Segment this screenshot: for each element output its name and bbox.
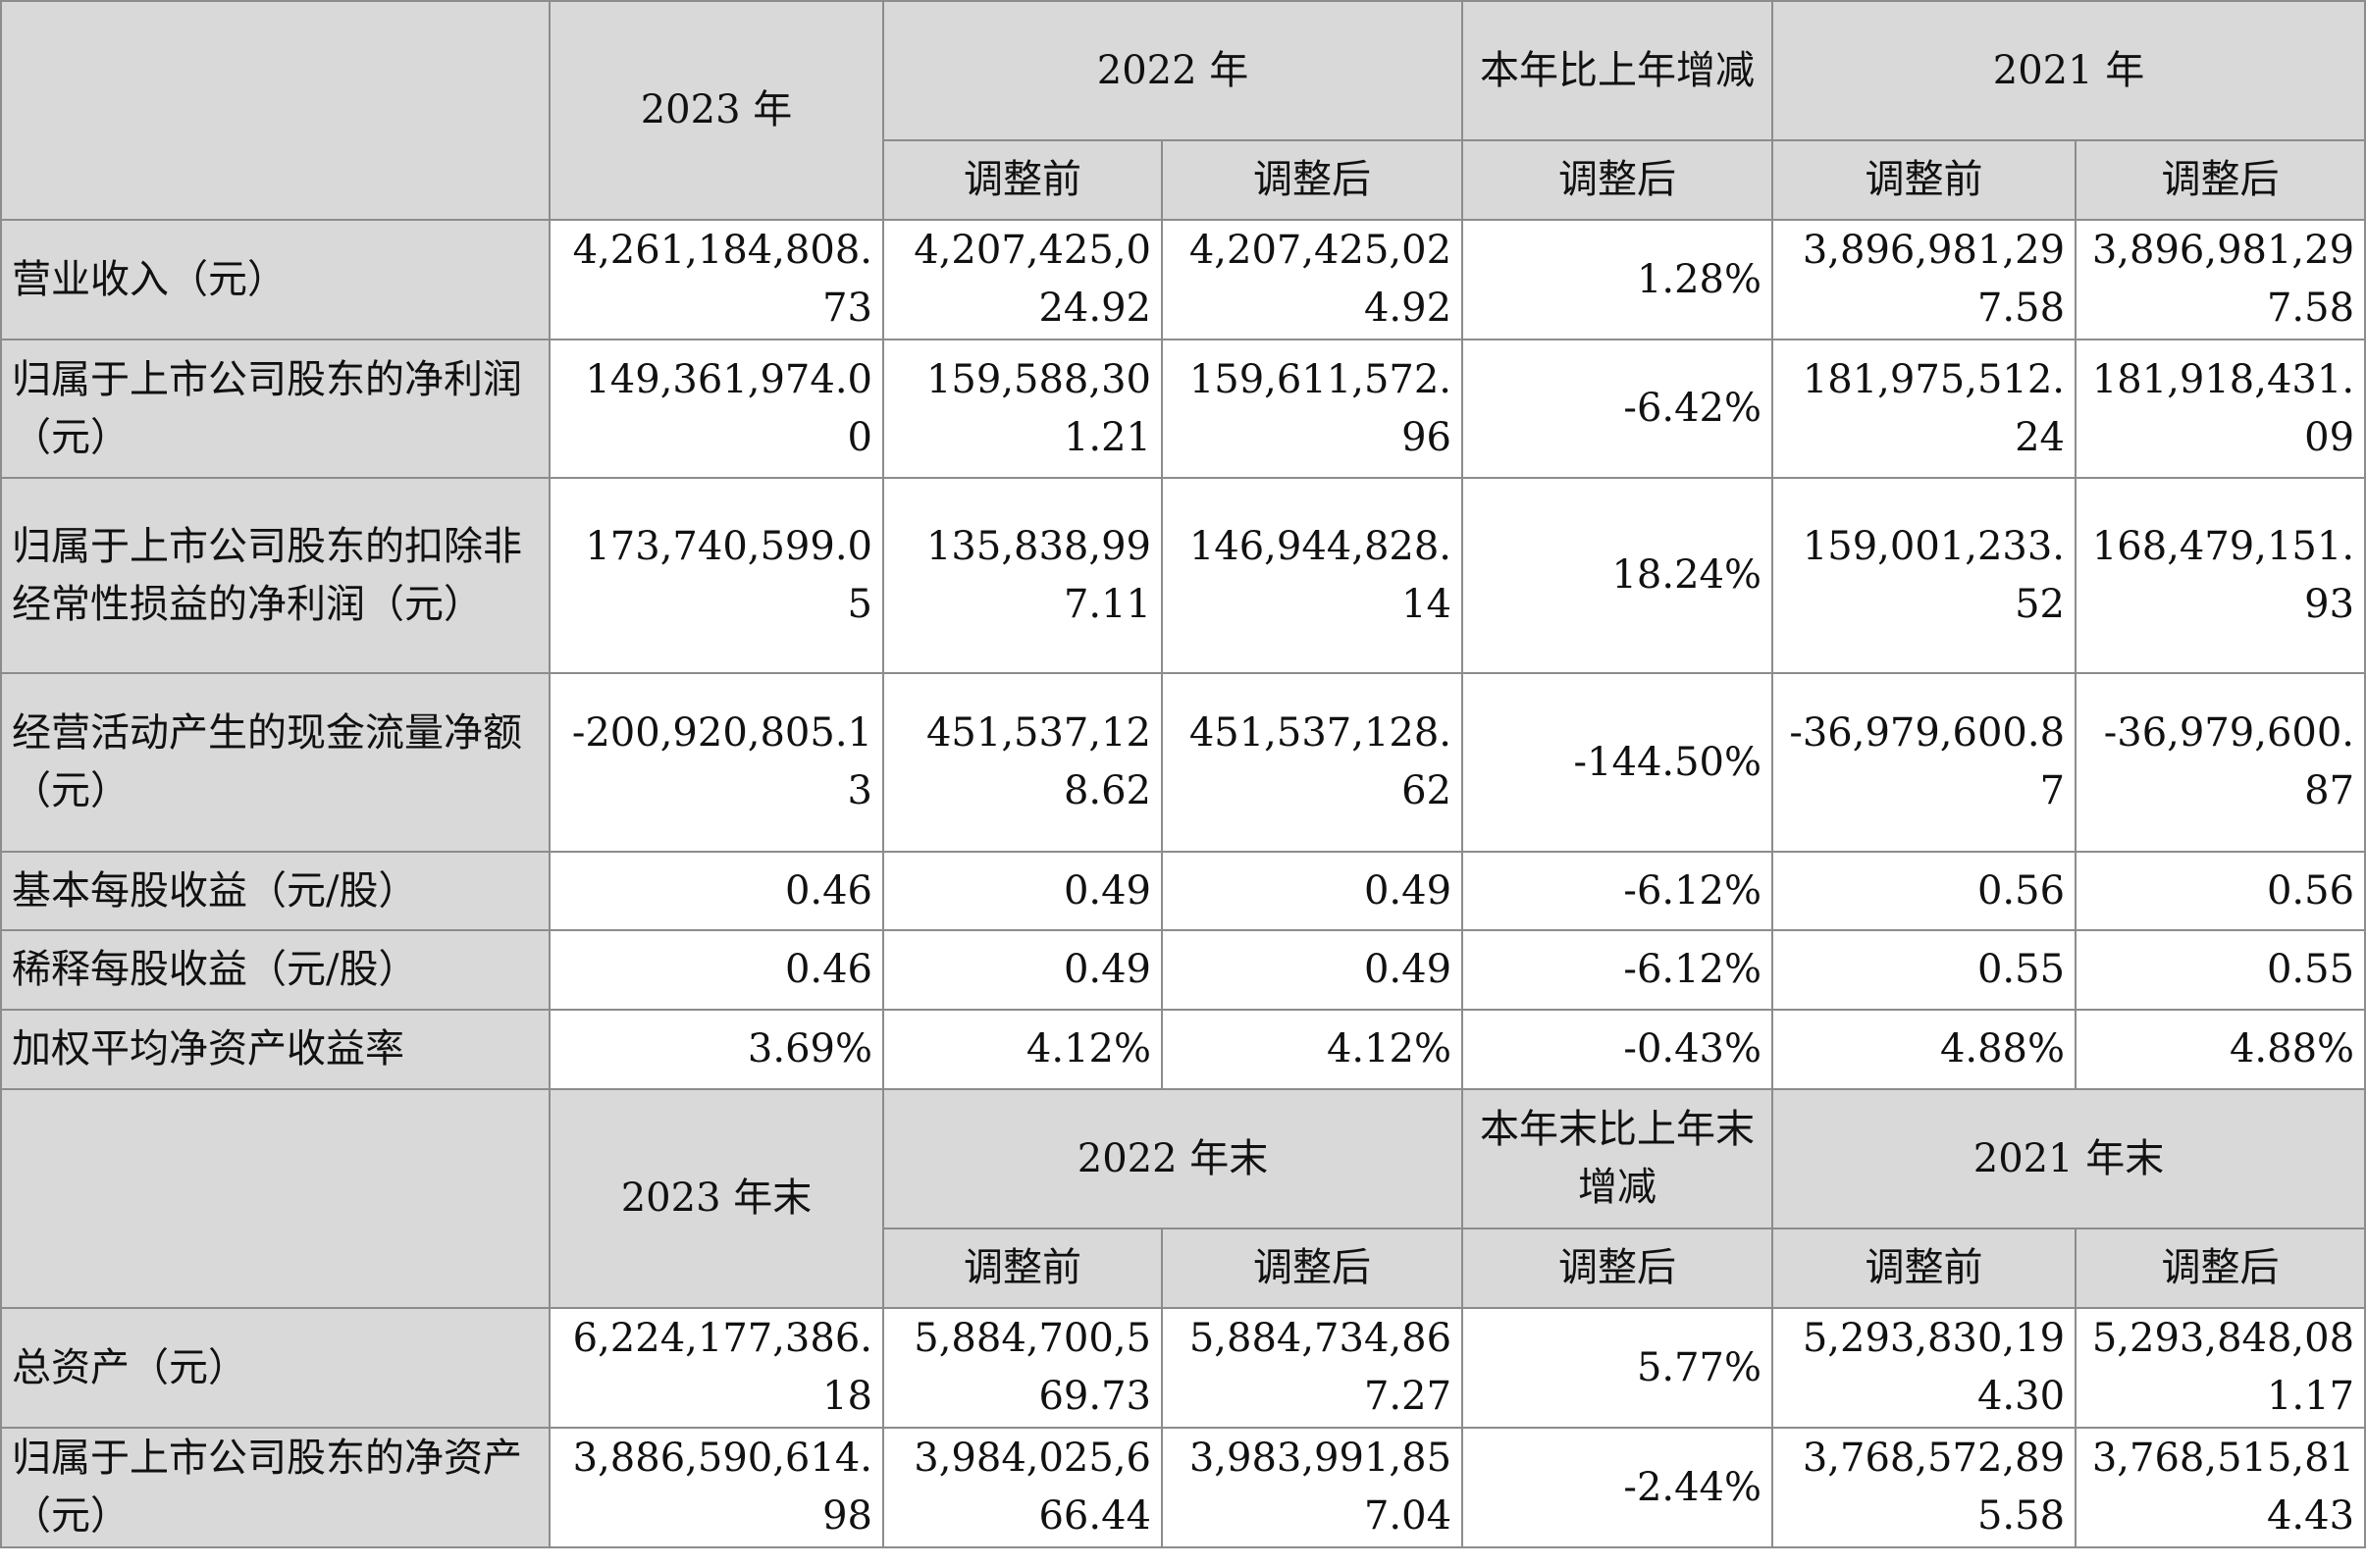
value-change: -6.12% xyxy=(1461,929,1774,1011)
value-2021-after: 3,768,515,814.43 xyxy=(2075,1427,2366,1548)
value-change: -2.44% xyxy=(1461,1427,1774,1548)
value-2022-after: 4.12% xyxy=(1160,1009,1464,1090)
header-year-2021: 2021 年 xyxy=(1771,0,2366,141)
value-change: 18.24% xyxy=(1461,477,1774,674)
value-2021-before: 3,768,572,895.58 xyxy=(1771,1427,2077,1548)
value-2021-before: 181,975,512.24 xyxy=(1771,339,2077,479)
value-2023: 6,224,177,386.18 xyxy=(549,1307,884,1429)
value-2022-before: 135,838,997.11 xyxy=(882,477,1163,674)
header-change: 本年比上年增减 xyxy=(1461,0,1774,141)
value-2021-after: 0.56 xyxy=(2075,851,2366,931)
value-2021-before: 5,293,830,194.30 xyxy=(1771,1307,2077,1429)
value-2022-after: 4,207,425,024.92 xyxy=(1160,219,1464,340)
header-yearend-change: 本年末比上年末增减 xyxy=(1461,1088,1774,1229)
header-yearend-2023: 2023 年末 xyxy=(549,1088,884,1309)
value-2022-after: 0.49 xyxy=(1160,929,1464,1011)
row-label: 稀释每股收益（元/股） xyxy=(0,929,551,1011)
table-row: 归属于上市公司股东的净资产（元） 3,886,590,614.98 3,984,… xyxy=(0,1427,2366,1548)
value-2022-before: 4,207,425,024.92 xyxy=(882,219,1163,340)
value-2022-after: 451,537,128.62 xyxy=(1160,672,1464,853)
value-2021-before: 0.56 xyxy=(1771,851,2077,931)
value-2021-before: 4.88% xyxy=(1771,1009,2077,1090)
value-2023: 149,361,974.00 xyxy=(549,339,884,479)
row-label: 归属于上市公司股东的净资产（元） xyxy=(0,1427,551,1548)
table-row: 基本每股收益（元/股） 0.46 0.49 0.49 -6.12% 0.56 0… xyxy=(0,851,2366,931)
value-2021-before: 159,001,233.52 xyxy=(1771,477,2077,674)
value-change: -144.50% xyxy=(1461,672,1774,853)
row-label: 总资产（元） xyxy=(0,1307,551,1429)
header-change-after: 调整后 xyxy=(1461,139,1774,221)
value-2023: 4,261,184,808.73 xyxy=(549,219,884,340)
header-2021-before: 调整前 xyxy=(1771,1228,2077,1309)
header-2022-after: 调整后 xyxy=(1160,139,1464,221)
header-2022-after: 调整后 xyxy=(1160,1228,1464,1309)
header-year-2022: 2022 年 xyxy=(881,0,1464,141)
value-2022-after: 146,944,828.14 xyxy=(1160,477,1464,674)
value-2021-after: 5,293,848,081.17 xyxy=(2075,1307,2366,1429)
table-row: 归属于上市公司股东的净利润（元） 149,361,974.00 159,588,… xyxy=(0,339,2366,479)
header-2021-after: 调整后 xyxy=(2075,139,2366,221)
value-2021-after: 0.55 xyxy=(2075,929,2366,1011)
row-label: 基本每股收益（元/股） xyxy=(0,851,551,931)
table-row: 经营活动产生的现金流量净额（元） -200,920,805.13 451,537… xyxy=(0,672,2366,853)
value-2021-after: 181,918,431.09 xyxy=(2075,339,2366,479)
header-yearend-2021: 2021 年末 xyxy=(1771,1088,2366,1229)
value-2021-after: 4.88% xyxy=(2075,1009,2366,1090)
value-2023: 3.69% xyxy=(549,1009,884,1090)
table-row: 归属于上市公司股东的扣除非经常性损益的净利润（元） 173,740,599.05… xyxy=(0,477,2366,674)
value-2022-before: 5,884,700,569.73 xyxy=(882,1307,1163,1429)
value-change: 1.28% xyxy=(1461,219,1774,340)
value-2023: 173,740,599.05 xyxy=(549,477,884,674)
header-year-2023: 2023 年 xyxy=(549,0,884,221)
value-2021-before: 3,896,981,297.58 xyxy=(1771,219,2077,340)
table-row: 营业收入（元） 4,261,184,808.73 4,207,425,024.9… xyxy=(0,219,2366,340)
table-row: 总资产（元） 6,224,177,386.18 5,884,700,569.73… xyxy=(0,1307,2366,1429)
value-2023: 0.46 xyxy=(549,851,884,931)
value-2023: 3,886,590,614.98 xyxy=(549,1427,884,1548)
value-2021-after: 168,479,151.93 xyxy=(2075,477,2366,674)
value-2022-after: 5,884,734,867.27 xyxy=(1160,1307,1464,1429)
value-2021-after: 3,896,981,297.58 xyxy=(2075,219,2366,340)
value-2022-before: 0.49 xyxy=(882,851,1163,931)
value-change: -0.43% xyxy=(1461,1009,1774,1090)
header-blank-cell xyxy=(0,1088,551,1309)
row-label: 归属于上市公司股东的扣除非经常性损益的净利润（元） xyxy=(0,477,551,674)
table-row: 稀释每股收益（元/股） 0.46 0.49 0.49 -6.12% 0.55 0… xyxy=(0,929,2366,1011)
header-2022-before: 调整前 xyxy=(882,1228,1163,1309)
header-yearend-2022: 2022 年末 xyxy=(881,1088,1464,1229)
value-2022-before: 3,984,025,666.44 xyxy=(882,1427,1163,1548)
value-2022-after: 3,983,991,857.04 xyxy=(1160,1427,1464,1548)
value-2022-before: 0.49 xyxy=(882,929,1163,1011)
value-2022-before: 451,537,128.62 xyxy=(882,672,1163,853)
header-2022-before: 调整前 xyxy=(882,139,1163,221)
header-change-after: 调整后 xyxy=(1461,1228,1774,1309)
row-label: 营业收入（元） xyxy=(0,219,551,340)
value-2021-before: 0.55 xyxy=(1771,929,2077,1011)
header-2021-after: 调整后 xyxy=(2075,1228,2366,1309)
header-2021-before: 调整前 xyxy=(1771,139,2077,221)
value-change: -6.42% xyxy=(1461,339,1774,479)
value-change: 5.77% xyxy=(1461,1307,1774,1429)
row-label: 加权平均净资产收益率 xyxy=(0,1009,551,1090)
value-2022-after: 0.49 xyxy=(1160,851,1464,931)
value-2022-before: 159,588,301.21 xyxy=(882,339,1163,479)
row-label: 经营活动产生的现金流量净额（元） xyxy=(0,672,551,853)
header-blank-cell xyxy=(0,0,551,221)
row-label: 归属于上市公司股东的净利润（元） xyxy=(0,339,551,479)
value-2021-after: -36,979,600.87 xyxy=(2075,672,2366,853)
value-2023: 0.46 xyxy=(549,929,884,1011)
value-2022-before: 4.12% xyxy=(882,1009,1163,1090)
value-2023: -200,920,805.13 xyxy=(549,672,884,853)
table-row: 加权平均净资产收益率 3.69% 4.12% 4.12% -0.43% 4.88… xyxy=(0,1009,2366,1090)
value-2021-before: -36,979,600.87 xyxy=(1771,672,2077,853)
value-change: -6.12% xyxy=(1461,851,1774,931)
value-2022-after: 159,611,572.96 xyxy=(1160,339,1464,479)
